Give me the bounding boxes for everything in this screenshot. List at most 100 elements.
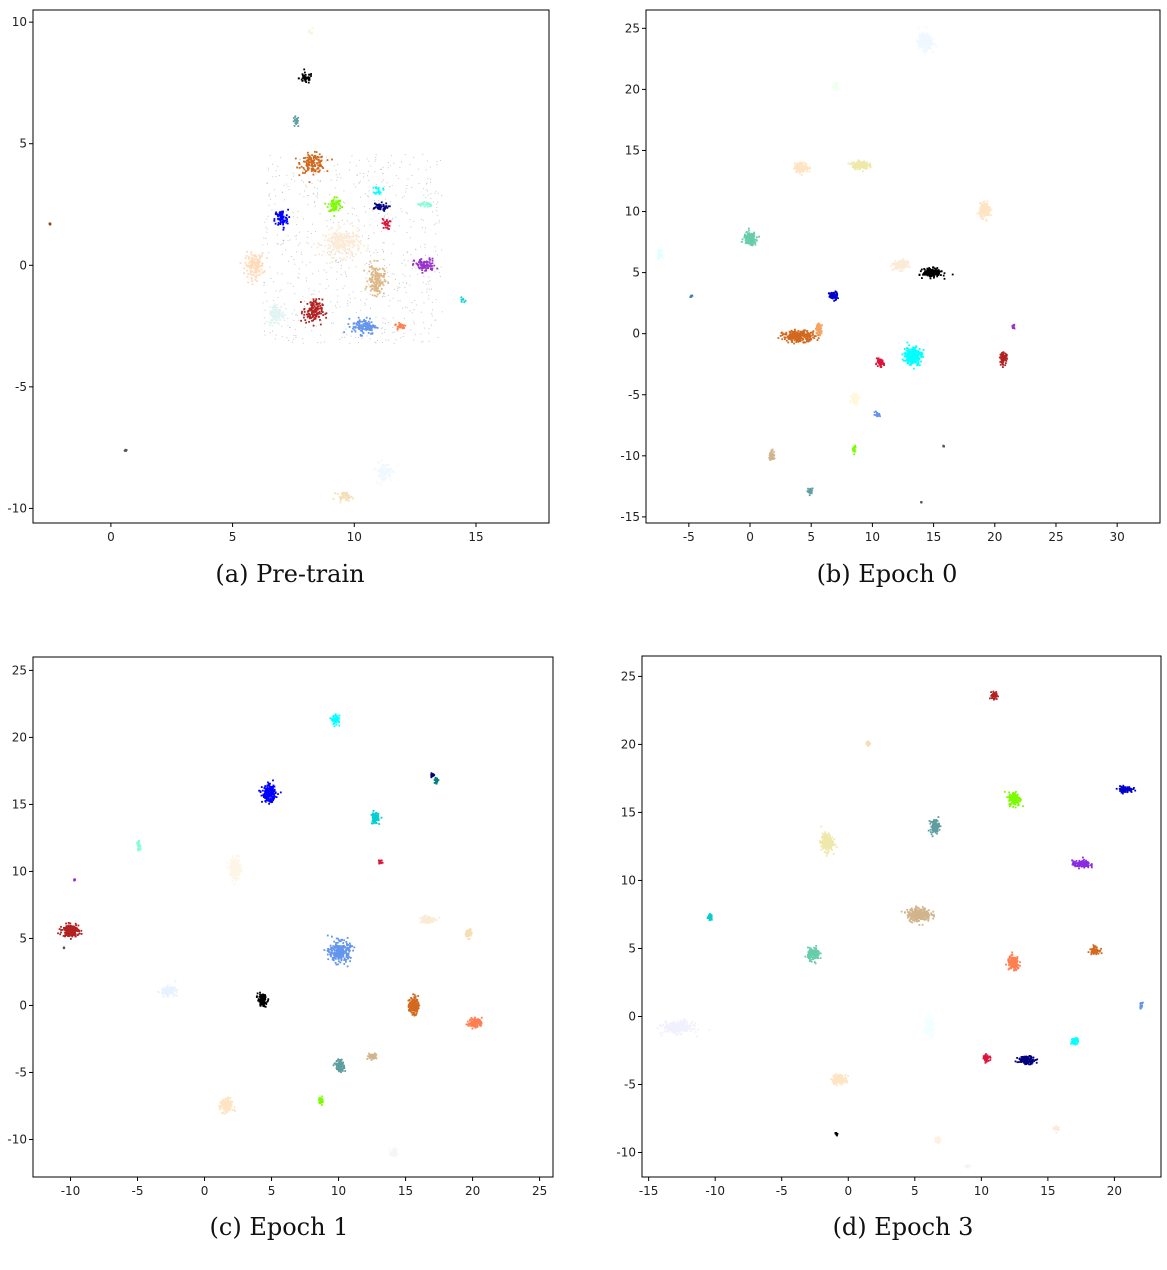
cluster-point (985, 220, 988, 222)
background-point (378, 213, 380, 215)
cluster-point (341, 242, 344, 245)
background-point (315, 325, 317, 327)
background-point (299, 159, 301, 161)
background-point (345, 328, 347, 330)
cluster-point (279, 212, 281, 215)
cluster-point (250, 264, 252, 267)
background-point (380, 230, 382, 232)
cluster-point (383, 210, 386, 212)
cluster-point (314, 150, 316, 153)
cluster-point (810, 331, 813, 334)
cluster-point (418, 267, 421, 270)
cluster-point (282, 311, 284, 314)
cluster-point (867, 163, 870, 166)
cluster-point (900, 263, 903, 265)
cluster-point (374, 284, 376, 287)
background-point (297, 315, 299, 316)
background-point (366, 195, 368, 197)
cluster-point (789, 334, 791, 336)
cluster-point (858, 165, 861, 168)
cluster-point (345, 237, 348, 240)
cluster-point (374, 275, 376, 277)
cluster-point (370, 284, 373, 287)
cluster-point (285, 221, 288, 224)
background-point (334, 233, 336, 235)
cluster-point (803, 169, 805, 172)
cluster-point (936, 267, 939, 269)
cluster-point (328, 210, 331, 213)
cluster-point (345, 232, 348, 234)
background-point (304, 300, 305, 302)
cluster-point (314, 254, 317, 257)
background-point (423, 327, 425, 329)
cluster-point (988, 211, 991, 213)
cluster-point (801, 331, 804, 334)
cluster-point (932, 273, 934, 275)
cluster-point (317, 302, 320, 305)
cluster-point (338, 236, 341, 239)
cluster-point (49, 223, 51, 225)
cluster-point (332, 202, 335, 205)
cluster-point (370, 321, 373, 324)
cluster-point (902, 359, 905, 362)
cluster-point (324, 202, 327, 205)
background-point (352, 256, 354, 258)
cluster-point (333, 215, 336, 217)
background-point (303, 181, 304, 183)
cluster-point (421, 267, 424, 269)
cluster-point (832, 293, 834, 296)
cluster-b-22 (942, 444, 945, 448)
cluster-point (796, 340, 799, 342)
cluster-point (431, 269, 433, 271)
cluster-point (335, 247, 338, 250)
cluster-point (258, 271, 261, 273)
background-point (341, 219, 343, 221)
cluster-point (984, 202, 987, 205)
cluster-point (787, 335, 790, 338)
cluster-point (362, 327, 364, 330)
cluster-point (387, 224, 389, 227)
background-point (323, 171, 325, 172)
cluster-point (374, 288, 377, 290)
background-point (320, 157, 322, 159)
cluster-point (368, 322, 371, 325)
cluster-point (793, 342, 795, 345)
cluster-point (332, 245, 335, 248)
cluster-point (758, 235, 760, 238)
cluster-point (387, 222, 389, 225)
cluster-point (980, 209, 983, 212)
cluster-point (1005, 360, 1008, 362)
cluster-point (292, 117, 295, 119)
cluster-point (806, 166, 809, 169)
cluster-point (930, 38, 932, 41)
cluster-point (421, 265, 424, 267)
background-point (328, 285, 330, 287)
background-point (286, 337, 288, 339)
background-point (283, 240, 285, 242)
cluster-point (927, 39, 930, 42)
background-point (335, 260, 336, 262)
cluster-point (835, 294, 837, 296)
cluster-point (370, 278, 373, 281)
background-point (418, 183, 420, 184)
background-point (409, 284, 411, 286)
cluster-point (937, 270, 940, 273)
cluster-point (346, 244, 348, 247)
cluster-point (806, 170, 809, 173)
cluster-point (356, 244, 359, 246)
cluster-point (274, 308, 277, 311)
cluster-point (396, 325, 399, 328)
cluster-point (358, 245, 360, 248)
cluster-point (340, 496, 343, 499)
cluster-point (658, 253, 660, 256)
cluster-point (337, 224, 340, 227)
cluster-point (855, 397, 858, 400)
cluster-point (375, 267, 377, 270)
cluster-point (866, 164, 868, 167)
cluster-point (756, 239, 758, 242)
cluster-point (309, 313, 311, 316)
cluster-point (796, 338, 799, 341)
cluster-point (325, 316, 327, 319)
cluster-point (819, 332, 822, 335)
cluster-point (387, 221, 390, 224)
